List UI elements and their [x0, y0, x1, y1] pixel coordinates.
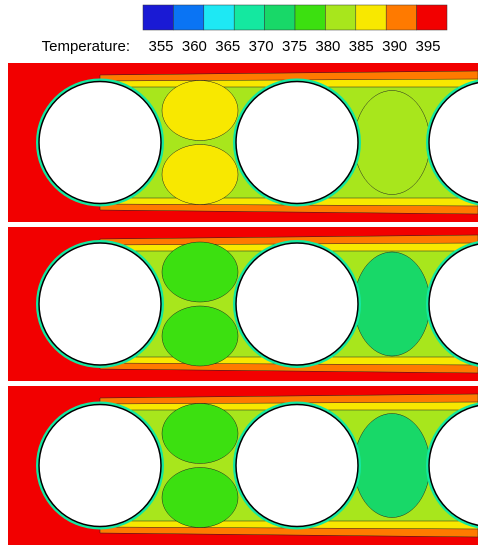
- colorbar-swatch: [142, 4, 174, 31]
- region: [161, 467, 239, 528]
- colorbar-swatch: [355, 4, 387, 31]
- tube: [235, 242, 359, 366]
- tube: [428, 404, 478, 527]
- legend-tick-label: 380: [315, 38, 340, 55]
- contour-panel: [8, 386, 478, 545]
- tube: [235, 403, 359, 528]
- tube: [428, 243, 478, 365]
- region: [353, 251, 431, 357]
- legend-tick-label: 385: [349, 38, 374, 55]
- colorbar-swatch: [294, 4, 326, 31]
- legend-tick-label: 390: [382, 38, 407, 55]
- tube: [235, 80, 359, 205]
- colorbar-swatch: [203, 4, 235, 31]
- region: [353, 413, 431, 518]
- region: [161, 403, 239, 464]
- legend-tick-label: 370: [249, 38, 274, 55]
- legend-tick-label: 365: [215, 38, 240, 55]
- colorbar-swatch: [385, 4, 417, 31]
- region: [161, 305, 239, 367]
- legend-tick-label: 395: [415, 38, 440, 55]
- tube: [428, 81, 478, 204]
- region: [161, 144, 239, 205]
- contour-panel: [8, 227, 478, 381]
- tube: [38, 242, 162, 366]
- contour-panel: [8, 63, 478, 222]
- legend-tick-label: 375: [282, 38, 307, 55]
- region: [353, 90, 431, 195]
- legend-tick-label: 355: [148, 38, 173, 55]
- region: [161, 80, 239, 141]
- tube: [38, 80, 162, 205]
- region: [161, 241, 239, 303]
- colorbar-swatch: [416, 4, 448, 31]
- tube: [38, 403, 162, 528]
- colorbar-swatch: [264, 4, 296, 31]
- legend-title: Temperature:: [42, 38, 130, 55]
- colorbar-swatch: [173, 4, 205, 31]
- colorbar-swatch: [233, 4, 265, 31]
- legend-tick-label: 360: [182, 38, 207, 55]
- colorbar-swatch: [325, 4, 357, 31]
